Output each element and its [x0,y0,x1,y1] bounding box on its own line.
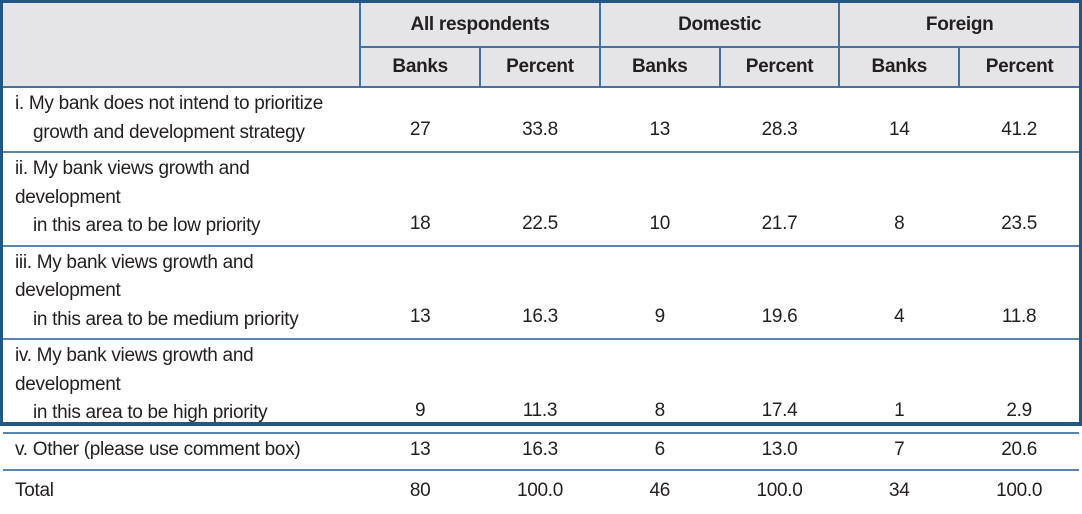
subheader-all-percent: Percent [479,46,601,88]
cell-foreign-percent: 100.0 [996,480,1043,501]
subheader-domestic-banks: Banks [598,46,721,88]
cell-domestic-banks: 8 [654,399,666,421]
cell-all-percent: 100.0 [516,480,563,501]
cell-all-percent: 16.3 [522,306,558,327]
cell-foreign-percent: 2.9 [1006,399,1032,421]
cell-all-banks: 80 [409,480,431,501]
cell-domestic-percent: 13.0 [761,439,798,460]
cell-foreign-banks: 34 [889,480,910,501]
subheader-foreign-banks: Banks [838,46,961,88]
header-sub-row: Banks Percent Banks Percent Banks Percen… [3,46,1079,88]
row-label-line2: growth and development strategy [33,121,305,143]
cell-domestic-banks: 10 [649,212,671,234]
row-label: iv. My bank views growth and development… [3,339,360,433]
cell-domestic-banks: 46 [649,480,671,501]
subheader-all-banks: Banks [359,46,482,88]
cell-domestic-banks: 13 [649,119,671,140]
cell-all-banks: 27 [409,119,431,140]
row-label: ii. My bank views growth and development… [3,152,360,246]
row-label: Total [3,470,360,514]
cell-foreign-percent: 20.6 [1001,439,1037,460]
cell-foreign-percent: 23.5 [1001,212,1037,234]
cell-all-percent: 16.3 [522,439,558,460]
cell-all-banks: 9 [415,399,426,421]
cell-foreign-percent: 11.8 [1001,306,1037,327]
row-label-line1: i. My bank does not intend to prioritize [15,93,324,114]
subheader-foreign-percent: Percent [958,46,1079,88]
cell-domestic-percent: 21.7 [761,212,798,234]
row-label: v. Other (please use comment box) [3,433,360,470]
row-label-line2: in this area to be high priority [33,402,268,423]
table-row-ii: ii. My bank views growth and development… [3,152,1079,246]
group-header-foreign: Foreign [838,3,1079,48]
cell-all-banks: 18 [409,212,431,234]
row-label-line1: Total [15,479,54,501]
group-header-all-respondents: All respondents [359,3,601,48]
cell-foreign-banks: 7 [894,439,905,460]
cell-domestic-percent: 19.6 [761,306,798,327]
cell-foreign-banks: 14 [889,119,910,140]
cell-foreign-banks: 4 [894,306,905,327]
table-row-v: v. Other (please use comment box) 13 16.… [3,432,1079,470]
cell-all-percent: 22.5 [522,212,558,234]
cell-domestic-percent: 100.0 [756,480,803,501]
row-label: iii. My bank views growth and developmen… [3,246,360,340]
table-row-total: Total 80 100.0 46 100.0 34 100.0 [3,469,1079,514]
corner-header-cell [3,3,362,88]
row-label-line2: in this area to be low priority [33,215,261,236]
cell-domestic-banks: 9 [654,306,666,327]
cell-all-percent: 33.8 [522,119,558,140]
cell-foreign-percent: 41.2 [1001,119,1037,140]
row-label-line1: iv. My bank views growth and development [15,345,254,395]
group-header-domestic: Domestic [598,3,841,48]
row-label-line1: v. Other (please use comment box) [15,438,301,460]
cell-all-percent: 11.3 [522,399,558,421]
cell-domestic-percent: 28.3 [761,119,798,140]
row-label-line1: iii. My bank views growth and developmen… [15,251,254,302]
row-label-line1: ii. My bank views growth and development [15,158,250,208]
table-row-iv: iv. My bank views growth and development… [3,339,1079,433]
row-label-line2: in this area to be medium priority [33,308,299,330]
header-group-row: All respondents Domestic Foreign [3,3,1079,88]
table-row-i: i. My bank does not intend to prioritize… [3,87,1079,152]
cell-foreign-banks: 8 [894,212,905,234]
cell-all-banks: 13 [409,306,431,327]
row-label: i. My bank does not intend to prioritize… [3,87,360,152]
cell-domestic-banks: 6 [654,439,666,460]
cell-all-banks: 13 [409,439,431,460]
cell-foreign-banks: 1 [894,399,905,421]
survey-results-table: All respondents Domestic Foreign Banks P… [3,3,1079,514]
cell-domestic-percent: 17.4 [761,399,798,421]
table-row-iii: iii. My bank views growth and developmen… [3,245,1079,340]
subheader-domestic-percent: Percent [718,46,841,88]
survey-results-table-frame: All respondents Domestic Foreign Banks P… [0,0,1082,501]
